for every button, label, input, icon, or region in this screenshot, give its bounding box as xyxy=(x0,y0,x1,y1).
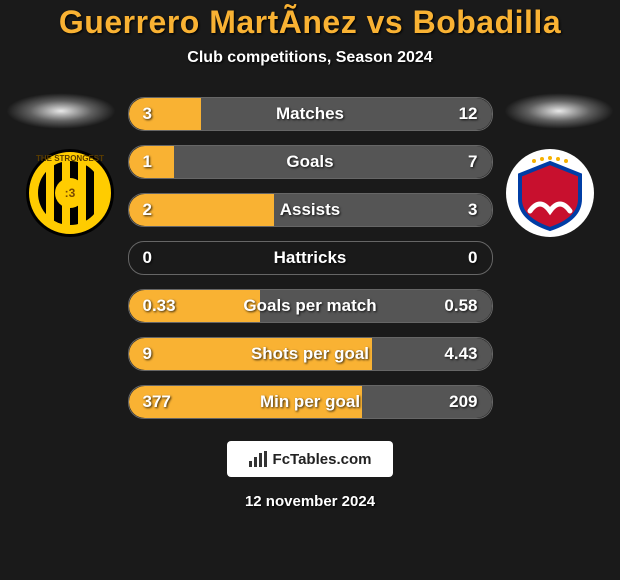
stat-value-left: 3 xyxy=(129,98,166,130)
stat-row: Hattricks0 0 xyxy=(128,241,493,275)
stat-row: Shots per goal94.43 xyxy=(128,337,493,371)
stat-value-right: 209 xyxy=(435,386,491,418)
stat-label: Hattricks xyxy=(129,242,492,274)
stat-value-left: 1 xyxy=(129,146,166,178)
stat-row: Matches3 12 xyxy=(128,97,493,131)
stat-rows: Matches312Goals17Assists23Hattricks00Goa… xyxy=(128,97,493,419)
stat-label: Assists xyxy=(129,194,492,226)
stat-row: Goals per match0.330.58 xyxy=(128,289,493,323)
footer-date: 12 november 2024 xyxy=(0,493,620,510)
stat-row: Assists2 3 xyxy=(128,193,493,227)
site-logo: FcTables.com xyxy=(227,441,393,477)
spotlight-left xyxy=(6,93,116,129)
comparison-infographic: Guerrero MartÃ­nez vs Bobadilla Club com… xyxy=(0,0,620,580)
badge-left-ring-text: THE STRONGEST xyxy=(36,154,104,163)
page-title: Guerrero MartÃ­nez vs Bobadilla xyxy=(0,4,620,41)
stat-value-right: 0 xyxy=(454,242,491,274)
stat-row: Min per goal377209 xyxy=(128,385,493,419)
stat-value-right: 3 xyxy=(454,194,491,226)
stat-value-left: 9 xyxy=(129,338,166,370)
subtitle: Club competitions, Season 2024 xyxy=(0,49,620,67)
stat-value-right: 4.43 xyxy=(430,338,491,370)
spotlight-right xyxy=(504,93,614,129)
wilstermann-shield-icon xyxy=(510,153,590,233)
content-area: THE STRONGEST Matches312Goals17Assists23… xyxy=(0,97,620,419)
stat-value-left: 0.33 xyxy=(129,290,190,322)
stat-value-left: 377 xyxy=(129,386,185,418)
stat-label: Matches xyxy=(129,98,492,130)
stat-value-left: 0 xyxy=(129,242,166,274)
stat-value-right: 0.58 xyxy=(430,290,491,322)
tiger-icon xyxy=(55,178,85,208)
stat-label: Goals xyxy=(129,146,492,178)
club-badge-right xyxy=(506,149,594,237)
club-badge-left: THE STRONGEST xyxy=(26,149,114,237)
stat-value-left: 2 xyxy=(129,194,166,226)
bar-chart-icon xyxy=(249,451,269,467)
stat-row: Goals1 7 xyxy=(128,145,493,179)
site-label: FcTables.com xyxy=(273,451,372,468)
stat-value-right: 7 xyxy=(454,146,491,178)
stat-value-right: 12 xyxy=(445,98,492,130)
badge-left-stripes xyxy=(38,161,102,225)
